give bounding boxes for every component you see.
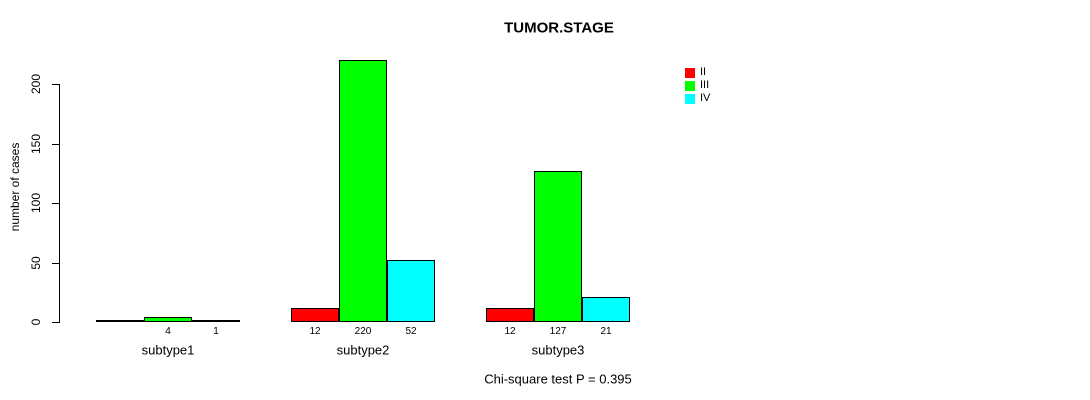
bar-subtype1-II bbox=[96, 320, 144, 322]
value-label-subtype1-III: 4 bbox=[165, 326, 171, 337]
value-label-subtype3-IV: 21 bbox=[600, 326, 612, 337]
value-label-subtype3-III: 127 bbox=[549, 326, 567, 337]
value-label-subtype1-IV: 1 bbox=[213, 326, 219, 337]
bar-subtype2-II bbox=[291, 308, 339, 322]
legend: II III IV bbox=[685, 66, 710, 105]
y-axis-tick-label: 0 bbox=[29, 318, 43, 326]
value-label-subtype3-II: 12 bbox=[504, 326, 516, 337]
legend-item-IV: IV bbox=[685, 92, 710, 105]
legend-swatch-IV bbox=[685, 93, 695, 104]
y-axis-tick-label: 200 bbox=[29, 73, 43, 95]
y-axis-tick bbox=[52, 263, 59, 264]
chart-title: TUMOR.STAGE bbox=[504, 19, 614, 37]
y-axis-tick-label: 150 bbox=[29, 133, 43, 155]
value-label-subtype2-III: 220 bbox=[354, 326, 372, 337]
legend-label-IV: IV bbox=[700, 92, 711, 104]
bar-subtype2-III bbox=[339, 60, 387, 322]
y-axis-tick bbox=[52, 203, 59, 204]
bar-subtype1-IV bbox=[192, 320, 240, 322]
bar-subtype2-IV bbox=[387, 260, 435, 322]
bar-subtype3-III bbox=[534, 171, 582, 322]
value-label-subtype2-II: 12 bbox=[309, 326, 321, 337]
bar-subtype1-III bbox=[144, 317, 192, 322]
legend-label-II: II bbox=[700, 66, 707, 78]
y-axis-tick bbox=[52, 144, 59, 145]
y-axis-tick-label: 100 bbox=[29, 192, 43, 214]
value-label-subtype2-IV: 52 bbox=[405, 326, 417, 337]
legend-item-II: II bbox=[685, 66, 710, 79]
y-axis-tick bbox=[52, 84, 59, 85]
x-axis-label-subtype1: subtype1 bbox=[141, 342, 195, 358]
y-axis-tick bbox=[52, 322, 59, 323]
bar-subtype3-II bbox=[486, 308, 534, 322]
y-axis-line bbox=[59, 84, 60, 323]
legend-item-III: III bbox=[685, 79, 710, 92]
x-axis-label-subtype3: subtype3 bbox=[531, 342, 585, 358]
legend-label-III: III bbox=[700, 79, 710, 91]
y-axis-tick-label: 50 bbox=[29, 256, 43, 270]
bar-subtype3-IV bbox=[582, 297, 630, 322]
y-axis-label: number of cases bbox=[8, 142, 22, 232]
legend-swatch-II bbox=[685, 67, 695, 78]
chi-square-note: Chi-square test P = 0.395 bbox=[484, 371, 632, 387]
legend-swatch-III bbox=[685, 80, 695, 91]
x-axis-label-subtype2: subtype2 bbox=[336, 342, 390, 358]
